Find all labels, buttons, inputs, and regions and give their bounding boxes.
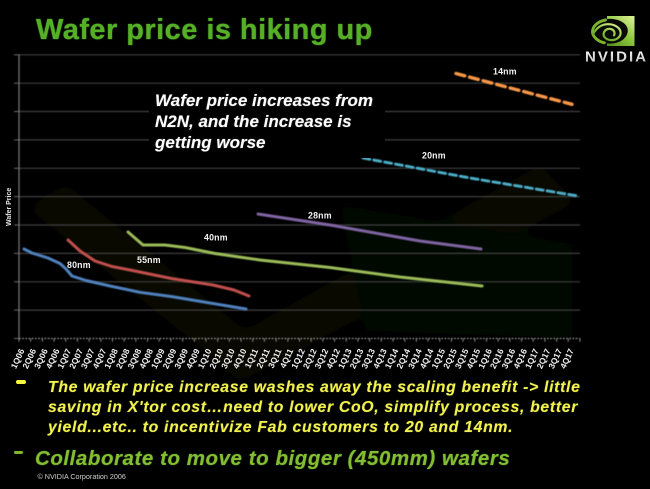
svg-text:40nm: 40nm xyxy=(204,233,228,243)
svg-text:Wafer Price: Wafer Price xyxy=(6,188,13,226)
svg-text:28nm: 28nm xyxy=(308,211,332,221)
svg-text:14nm: 14nm xyxy=(493,67,517,77)
svg-text:80nm: 80nm xyxy=(67,260,91,270)
svg-text:55nm: 55nm xyxy=(137,255,161,265)
svg-text:20nm: 20nm xyxy=(422,151,446,161)
svg-text:NVIDIA: NVIDIA xyxy=(585,49,646,66)
